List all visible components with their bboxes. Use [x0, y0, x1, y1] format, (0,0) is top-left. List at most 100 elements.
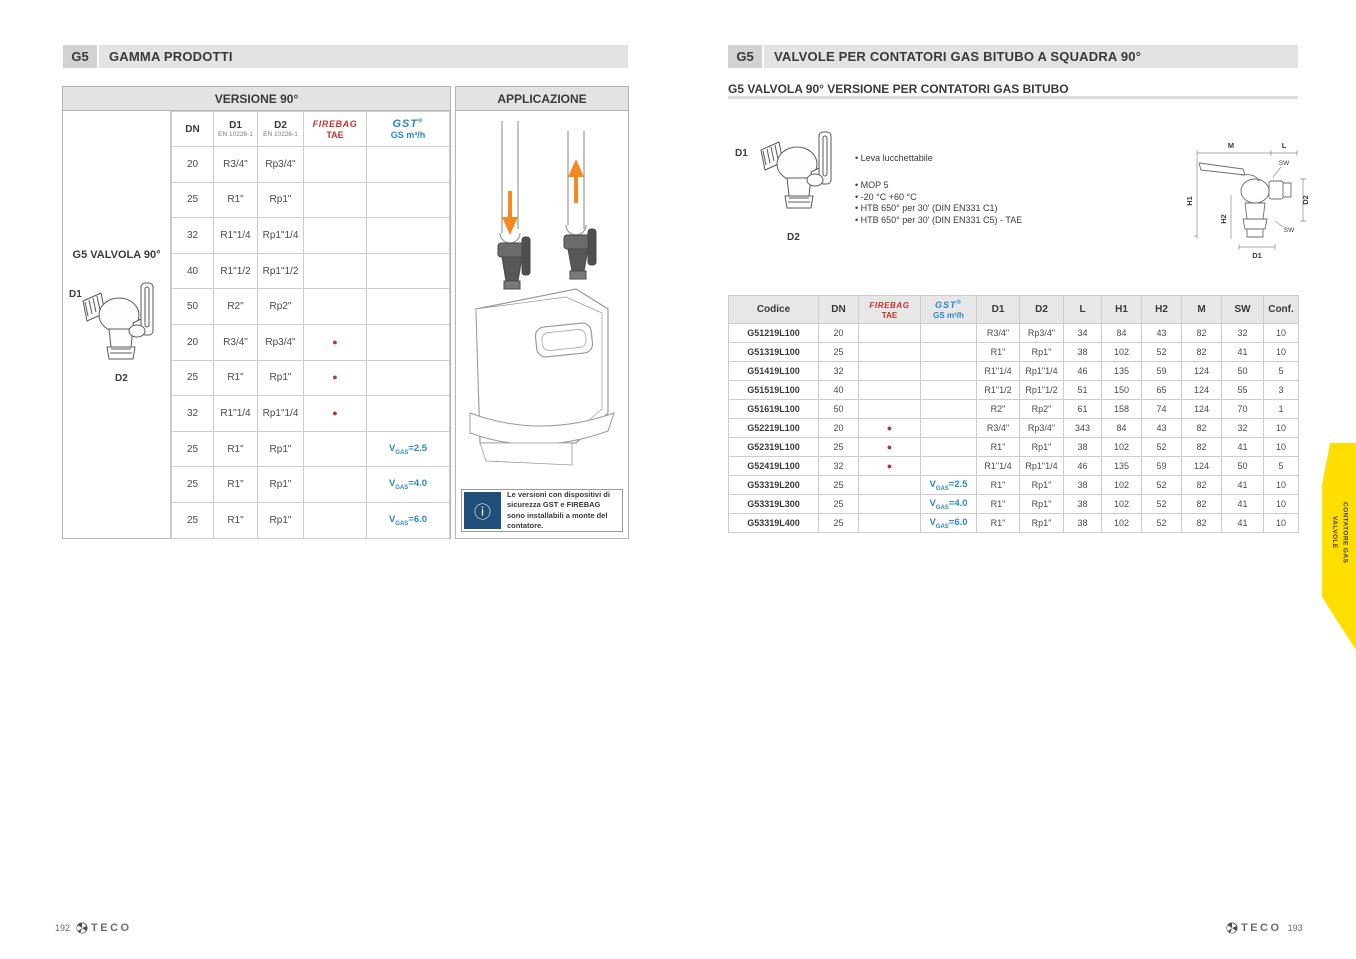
right-valve-d2-label: D2 [787, 232, 800, 243]
dn-cell: 25 [171, 359, 214, 397]
subtitle-rule [728, 96, 1298, 99]
l-cell: 38 [1063, 494, 1102, 514]
m-cell: 82 [1181, 437, 1222, 457]
h1-cell: 102 [1101, 475, 1142, 495]
firebag-cell [303, 146, 367, 183]
vgas-cell [366, 181, 450, 219]
h1-cell: 102 [1101, 437, 1142, 457]
col-d2: D2 EN 10226-1 [257, 111, 304, 147]
col-gst: GST® GS m³/h [366, 111, 450, 147]
application-panel: APPLICAZIONE [455, 86, 629, 539]
left-header-row: DN D1 EN 10226-1 D2 EN 10226-1 FIREBAG TAE … [171, 111, 450, 147]
left-rows: 20 R3/4" Rp3/4" 25 R1" Rp1" 32 R1"1/4 Rp1"1/4 40 R… [171, 146, 450, 539]
conf-cell: 10 [1263, 323, 1299, 343]
l-cell: 38 [1063, 513, 1102, 533]
application-title: APPLICAZIONE [456, 87, 628, 111]
left-table-row: 20 R3/4" Rp3/4" [171, 146, 450, 183]
conf-cell: 10 [1263, 437, 1299, 457]
firebag-cell [858, 342, 921, 362]
firebag-cell: ● [858, 437, 921, 457]
dim-d1: D1 [1252, 251, 1262, 260]
dn-cell: 50 [818, 399, 859, 419]
dn-cell: 25 [818, 437, 859, 457]
left-valve-d2-label: D2 [115, 373, 128, 384]
dn-cell: 25 [171, 181, 214, 219]
firebag-cell [858, 323, 921, 343]
l-cell: 34 [1063, 323, 1102, 343]
d2-cell: Rp3/4" [1019, 323, 1064, 343]
h2-cell: 65 [1141, 380, 1182, 400]
right-section-title: VALVOLE PER CONTATORI GAS BITUBO A SQUAD… [764, 45, 1298, 68]
teco-wordmark: TECO [1241, 922, 1282, 934]
d1-cell: R1"1/2 [213, 252, 258, 290]
d2-cell: Rp2" [257, 288, 304, 325]
valve-90-illustration [82, 282, 154, 360]
d1-cell: R1"1/4 [213, 217, 258, 254]
h2-cell: 52 [1141, 437, 1182, 457]
vgas-cell: VGAS=4.0 [366, 466, 450, 503]
left-valve-d1-label: D1 [69, 289, 82, 300]
m-cell: 82 [1181, 513, 1222, 533]
codice-cell: G53319L200 [728, 475, 819, 495]
sw-cell: 41 [1221, 494, 1264, 514]
d1-cell: R1"1/4 [976, 361, 1020, 381]
firebag-dot: ● [332, 372, 338, 383]
left-table-row: 40 R1"1/2 Rp1"1/2 [171, 252, 450, 290]
conf-cell: 10 [1263, 494, 1299, 514]
firebag-cell [303, 501, 367, 539]
d2-cell: Rp1" [1019, 437, 1064, 457]
d2-cell: Rp1" [1019, 475, 1064, 495]
d2-cell: Rp1" [257, 430, 304, 468]
col-dn: DN [171, 111, 214, 147]
vgas-cell [920, 399, 977, 419]
col-firebag: FIREBAG TAE [858, 295, 921, 324]
dn-cell: 25 [818, 494, 859, 514]
sw-cell: 32 [1221, 323, 1264, 343]
firebag-cell: ● [303, 323, 367, 361]
firebag-dot: ● [332, 336, 338, 347]
vgas-cell: VGAS=2.5 [366, 430, 450, 468]
d1-cell: R1" [976, 513, 1020, 533]
col-d1: D1 [976, 295, 1020, 324]
firebag-cell [303, 181, 367, 219]
d2-cell: Rp1" [257, 501, 304, 539]
dim-h2: H2 [1219, 214, 1228, 224]
codice-cell: G52419L100 [728, 456, 819, 476]
dn-cell: 20 [818, 418, 859, 438]
codice-cell: G51519L100 [728, 380, 819, 400]
right-page-number: 193 [1287, 923, 1303, 933]
d1-cell: R1"1/2 [976, 380, 1020, 400]
vgas-cell [366, 146, 450, 183]
m-cell: 82 [1181, 342, 1222, 362]
dn-cell: 20 [171, 146, 214, 183]
side-tab-valvole-contatore-gas: VALVOLE CONTATORE GAS [1322, 443, 1356, 650]
h2-cell: 52 [1141, 342, 1182, 362]
d1-cell: R1" [213, 466, 258, 503]
d1-cell: R1" [213, 430, 258, 468]
right-spec-table: Codice DN FIREBAG TAE GST® GS m³/h D1 D2 L… [728, 295, 1299, 533]
right-valve-d1-label: D1 [735, 148, 748, 159]
d2-cell: Rp1" [257, 466, 304, 503]
h2-cell: 74 [1141, 399, 1182, 419]
left-section-code: G5 [63, 45, 97, 68]
d1-cell: R1" [213, 359, 258, 397]
sw-cell: 41 [1221, 513, 1264, 533]
left-table-row: 32 R1"1/4 Rp1"1/4 ● [171, 395, 450, 432]
vgas-cell [920, 380, 977, 400]
col-h1: H1 [1101, 295, 1142, 324]
left-table-title: VERSIONE 90° [63, 87, 450, 111]
vgas-cell: VGAS=4.0 [920, 494, 977, 514]
h1-cell: 102 [1101, 513, 1142, 533]
dim-d2: D2 [1301, 195, 1310, 205]
left-valve-panel: G5 VALVOLA 90° D1 D2 [63, 111, 171, 538]
safety-note-text: Le versioni con dispositivi di sicurezza… [507, 490, 610, 530]
d1-cell: R1" [976, 342, 1020, 362]
right-table-row: G51619L100 50 R2" Rp2" 61 158 74 124 70 1 [728, 399, 1299, 419]
vgas-cell [920, 437, 977, 457]
teco-wordmark: TECO [91, 922, 132, 934]
vgas-cell [920, 323, 977, 343]
dn-cell: 40 [171, 252, 214, 290]
left-table-row: 25 R1" Rp1" [171, 181, 450, 219]
conf-cell: 10 [1263, 513, 1299, 533]
dim-h1: H1 [1185, 196, 1194, 206]
